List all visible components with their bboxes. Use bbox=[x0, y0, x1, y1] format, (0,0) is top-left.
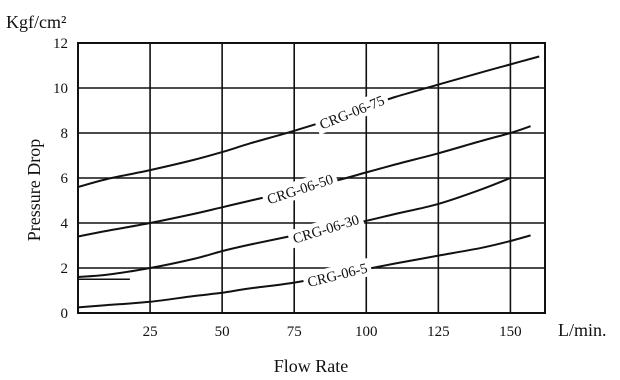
series-crg-06-5: CRG-06-5 bbox=[77, 234, 531, 309]
x-unit-label: L/min. bbox=[558, 320, 607, 340]
y-tick-label: 0 bbox=[61, 306, 69, 322]
series-label: CRG-06-30 bbox=[291, 212, 361, 247]
y-tick-label: 10 bbox=[53, 81, 68, 97]
series-label: CRG-06-5 bbox=[306, 261, 369, 291]
plot-frame bbox=[77, 42, 546, 314]
y-unit-label: Kgf/cm² bbox=[6, 12, 66, 32]
series-label-bg bbox=[260, 168, 340, 210]
series-crg-06-50: CRG-06-50 bbox=[77, 125, 531, 238]
x-tick-label: 150 bbox=[499, 324, 522, 340]
y-tick-label: 12 bbox=[53, 36, 68, 52]
tick-labels: 25 50 75 100 125 150 0 2 4 6 8 10 12 bbox=[53, 36, 522, 340]
y-tick-label: 2 bbox=[61, 261, 69, 277]
y-axis-title: Pressure Drop bbox=[24, 139, 44, 241]
series-label-bg bbox=[286, 209, 366, 249]
x-tick-label: 125 bbox=[427, 324, 450, 340]
y-tick-label: 4 bbox=[61, 216, 69, 232]
series-line bbox=[77, 55, 540, 188]
y-tick-label: 6 bbox=[61, 171, 69, 187]
series-crg-06-75: CRG-06-75 bbox=[77, 55, 540, 188]
y-tick-label: 8 bbox=[61, 126, 69, 142]
x-tick-label: 25 bbox=[143, 324, 158, 340]
x-tick-label: 100 bbox=[355, 324, 378, 340]
x-tick-label: 75 bbox=[287, 324, 302, 340]
series-label-bg bbox=[313, 89, 391, 135]
series-label-bg bbox=[301, 257, 373, 292]
series-line bbox=[77, 234, 531, 309]
x-tick-label: 50 bbox=[215, 324, 230, 340]
x-axis-title: Flow Rate bbox=[274, 356, 349, 376]
